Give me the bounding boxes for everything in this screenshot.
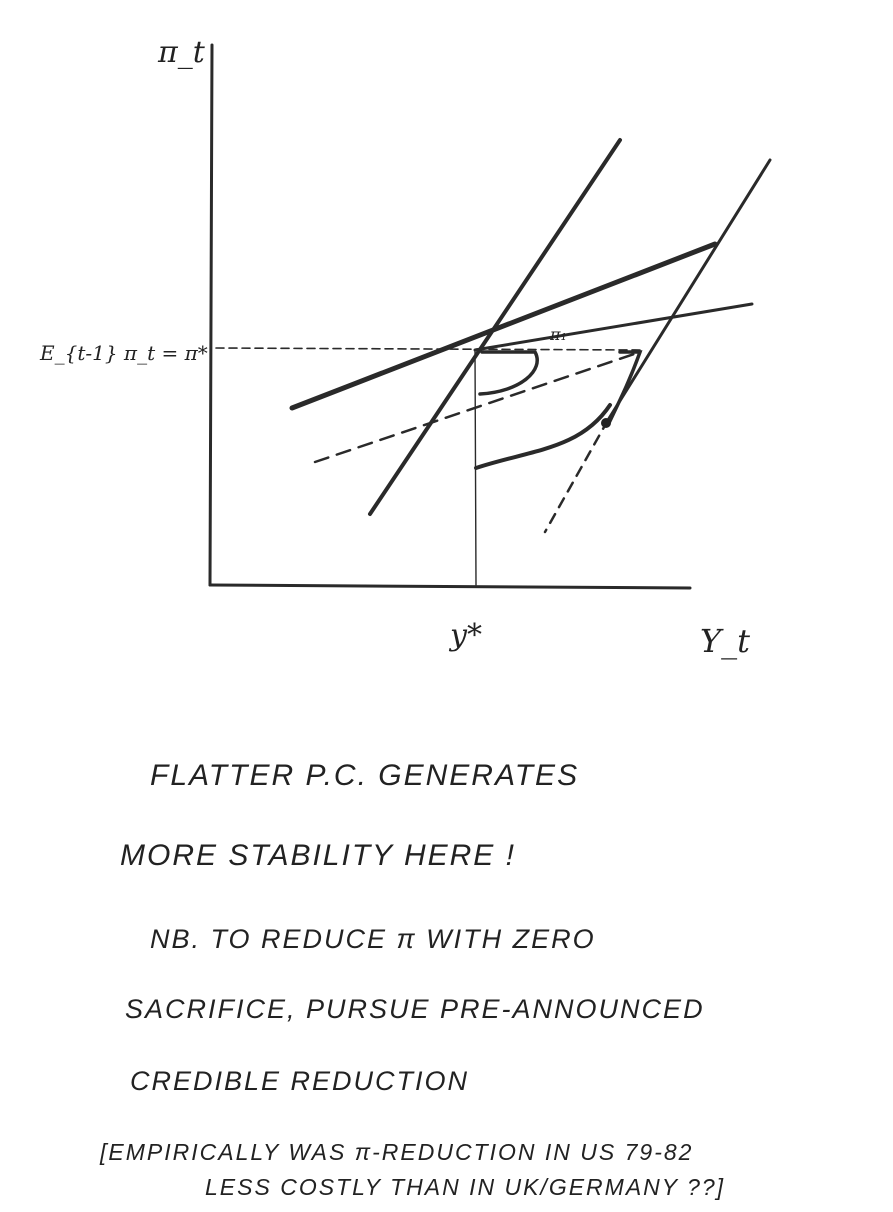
x-axis-label: Y_t: [700, 622, 750, 660]
x-axis: [210, 585, 690, 588]
note: NB. TO REDUCE π WITH ZERO: [150, 924, 596, 954]
note: LESS COSTLY THAN IN UK/GERMANY ??]: [205, 1174, 725, 1200]
y-axis: [210, 45, 212, 585]
point-label: π₁: [549, 325, 567, 344]
y-marker: E_{t-1} π_t = π*: [39, 341, 208, 365]
diagram: π_t Y_t y* E_{t-1} π_t = π* π₁ FLATTER P…: [0, 0, 893, 1212]
point: [601, 418, 611, 428]
steep-curve-2: [608, 160, 770, 420]
shifted-pc: [475, 304, 752, 350]
dashed-pc: [315, 352, 640, 462]
path-1: [480, 352, 537, 394]
expected-inflation-line: [216, 348, 640, 350]
path-2: [608, 352, 640, 425]
flat-pc: [292, 244, 715, 408]
note: FLATTER P.C. GENERATES: [150, 759, 579, 792]
note: SACRIFICE, PURSUE PRE-ANNOUNCED: [125, 994, 705, 1024]
path-3: [476, 405, 610, 468]
y-axis-label: π_t: [157, 35, 206, 70]
note: CREDIBLE REDUCTION: [130, 1066, 469, 1096]
page: {"diagram": { "axes": {"y_label": "π_t",…: [0, 0, 893, 1212]
note: MORE STABILITY HERE !: [120, 839, 516, 872]
x-marker: y*: [448, 618, 482, 653]
note: [EMPIRICALLY WAS π-REDUCTION IN US 79-82: [99, 1139, 693, 1165]
